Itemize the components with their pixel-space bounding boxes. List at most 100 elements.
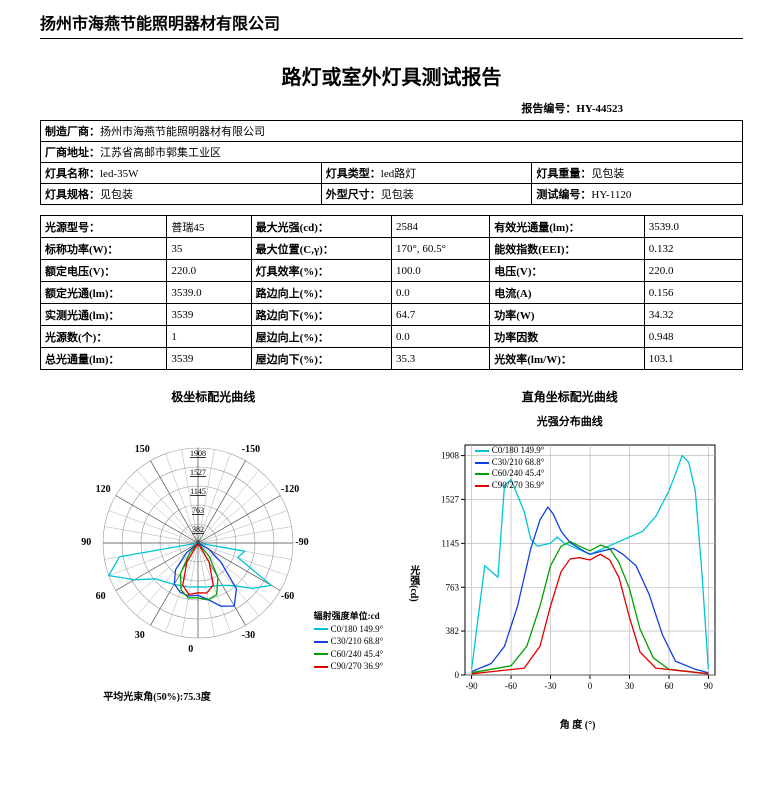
svg-text:-90: -90 — [465, 681, 477, 691]
data-cell: 1 — [167, 326, 251, 348]
svg-text:382: 382 — [445, 626, 459, 636]
legend-swatch — [475, 485, 489, 487]
angle-label: -90 — [295, 537, 308, 548]
svg-text:382: 382 — [192, 525, 204, 534]
angle-label: -60 — [281, 591, 294, 602]
svg-text:763: 763 — [192, 506, 204, 515]
data-cell: 3539.0 — [644, 216, 742, 238]
info-value: 扬州市海燕节能照明器材有限公司 — [100, 126, 265, 138]
data-cell: 0.156 — [644, 282, 742, 304]
svg-text:1908: 1908 — [190, 449, 206, 458]
cartesian-chart-subtitle: 光强分布曲线 — [397, 413, 744, 429]
info-value: 江苏省高邮市郭集工业区 — [100, 147, 221, 159]
svg-text:1145: 1145 — [441, 538, 459, 548]
angle-label: 30 — [135, 630, 145, 641]
data-cell: 功率(W) — [490, 304, 644, 326]
info-value: led-35W — [100, 168, 138, 180]
angle-label: -30 — [242, 630, 255, 641]
data-cell: 3539 — [167, 304, 251, 326]
legend-swatch — [314, 666, 328, 668]
report-number-label: 报告编号： — [521, 103, 576, 115]
cartesian-legend: C0/180 149.9°C30/210 68.8°C60/240 45.4°C… — [475, 445, 545, 492]
data-cell: 屋边向上(%)： — [251, 326, 391, 348]
data-cell: 220.0 — [644, 260, 742, 282]
data-cell: 35 — [167, 238, 251, 260]
info-label: 灯具规格： — [45, 189, 100, 201]
y-axis-label: 光强(cd) — [406, 565, 421, 602]
data-cell: 普瑞45 — [167, 216, 251, 238]
svg-text:60: 60 — [664, 681, 674, 691]
angle-label: 120 — [96, 484, 111, 495]
data-cell: 功率因数 — [490, 326, 644, 348]
data-cell: 标称功率(W)： — [41, 238, 167, 260]
legend-item: C0/180 149.9° — [475, 445, 545, 457]
angle-label: -120 — [281, 484, 299, 495]
data-cell: 实测光通(lm)： — [41, 304, 167, 326]
data-cell: 0.0 — [391, 282, 489, 304]
data-cell: 0.0 — [391, 326, 489, 348]
data-cell: 170°, 60.5° — [391, 238, 489, 260]
legend-label: C0/180 149.9° — [331, 623, 384, 636]
data-cell: 路边向上(%)： — [251, 282, 391, 304]
legend-swatch — [475, 450, 489, 452]
polar-chart-title: 极坐标配光曲线 — [40, 388, 387, 405]
legend-item: C90/270 36.9° — [475, 480, 545, 492]
legend-swatch — [314, 628, 328, 630]
angle-label: 150 — [135, 444, 150, 455]
svg-text:1908: 1908 — [441, 451, 460, 461]
info-label: 灯具类型： — [326, 168, 381, 180]
legend-item: C90/270 36.9° — [314, 660, 384, 673]
svg-text:1527: 1527 — [441, 494, 460, 504]
legend-label: C0/180 149.9° — [492, 445, 545, 457]
polar-legend: 辐射强度单位:cd C0/180 149.9°C30/210 68.8°C60/… — [314, 610, 384, 673]
data-cell: 220.0 — [167, 260, 251, 282]
info-value: 见包装 — [591, 168, 624, 180]
svg-text:30: 30 — [625, 681, 635, 691]
data-table: 光源型号：普瑞45最大光强(cd)：2584有效光通量(lm)：3539.0标称… — [40, 215, 743, 370]
angle-label: -150 — [242, 444, 260, 455]
cartesian-chart-column: 直角坐标配光曲线 光强分布曲线 -90-60-30030609003827631… — [397, 388, 744, 725]
data-cell: 34.32 — [644, 304, 742, 326]
legend-label: C30/210 68.8° — [331, 635, 384, 648]
info-value: HY-1120 — [591, 189, 631, 201]
svg-text:1527: 1527 — [190, 468, 206, 477]
data-cell: 100.0 — [391, 260, 489, 282]
data-cell: 能效指数(EEI)： — [490, 238, 644, 260]
legend-item: C30/210 68.8° — [314, 635, 384, 648]
angle-label: 60 — [96, 591, 106, 602]
svg-text:1145: 1145 — [190, 487, 206, 496]
cartesian-chart: -90-60-3003060900382763114515271908 光强(c… — [410, 435, 730, 725]
polar-chart: 3827631145152719080 -150150-120120-9090-… — [53, 413, 373, 703]
info-table: 制造厂商：扬州市海燕节能照明器材有限公司 厂商地址：江苏省高邮市郭集工业区 灯具… — [40, 120, 743, 205]
data-cell: 3539 — [167, 348, 251, 370]
data-cell: 总光通量(lm)： — [41, 348, 167, 370]
info-value: led路灯 — [381, 168, 416, 180]
legend-item: C0/180 149.9° — [314, 623, 384, 636]
table-row: 标称功率(W)：35最大位置(C,γ)：170°, 60.5°能效指数(EEI)… — [41, 238, 743, 260]
charts-row: 极坐标配光曲线 3827631145152719080 -150150-1201… — [40, 388, 743, 725]
info-label: 灯具重量： — [536, 168, 591, 180]
table-row: 额定光通(lm)：3539.0路边向上(%)：0.0电流(A)0.156 — [41, 282, 743, 304]
table-row: 总光通量(lm)：3539屋边向下(%)：35.3光效率(lm/W)：103.1 — [41, 348, 743, 370]
table-row: 光源数(个)：1屋边向上(%)：0.0功率因数0.948 — [41, 326, 743, 348]
data-cell: 64.7 — [391, 304, 489, 326]
data-cell: 额定电压(V)： — [41, 260, 167, 282]
polar-chart-column: 极坐标配光曲线 3827631145152719080 -150150-1201… — [40, 388, 387, 725]
legend-item: C30/210 68.8° — [475, 457, 545, 469]
header-rule — [40, 38, 743, 39]
legend-item: C60/240 45.4° — [314, 648, 384, 661]
data-cell: 额定光通(lm)： — [41, 282, 167, 304]
data-cell: 35.3 — [391, 348, 489, 370]
info-value: 见包装 — [100, 189, 133, 201]
data-cell: 有效光通量(lm)： — [490, 216, 644, 238]
data-cell: 光效率(lm/W)： — [490, 348, 644, 370]
svg-text:763: 763 — [445, 582, 459, 592]
svg-text:-30: -30 — [544, 681, 556, 691]
table-row: 厂商地址：江苏省高邮市郭集工业区 — [41, 142, 743, 163]
table-row: 灯具名称：led-35W 灯具类型：led路灯 灯具重量：见包装 — [41, 163, 743, 184]
report-number-value: HY-44523 — [576, 103, 623, 115]
data-cell: 路边向下(%)： — [251, 304, 391, 326]
data-cell: 最大位置(C,γ)： — [251, 238, 391, 260]
data-cell: 屋边向下(%)： — [251, 348, 391, 370]
legend-label: C60/240 45.4° — [331, 648, 384, 661]
